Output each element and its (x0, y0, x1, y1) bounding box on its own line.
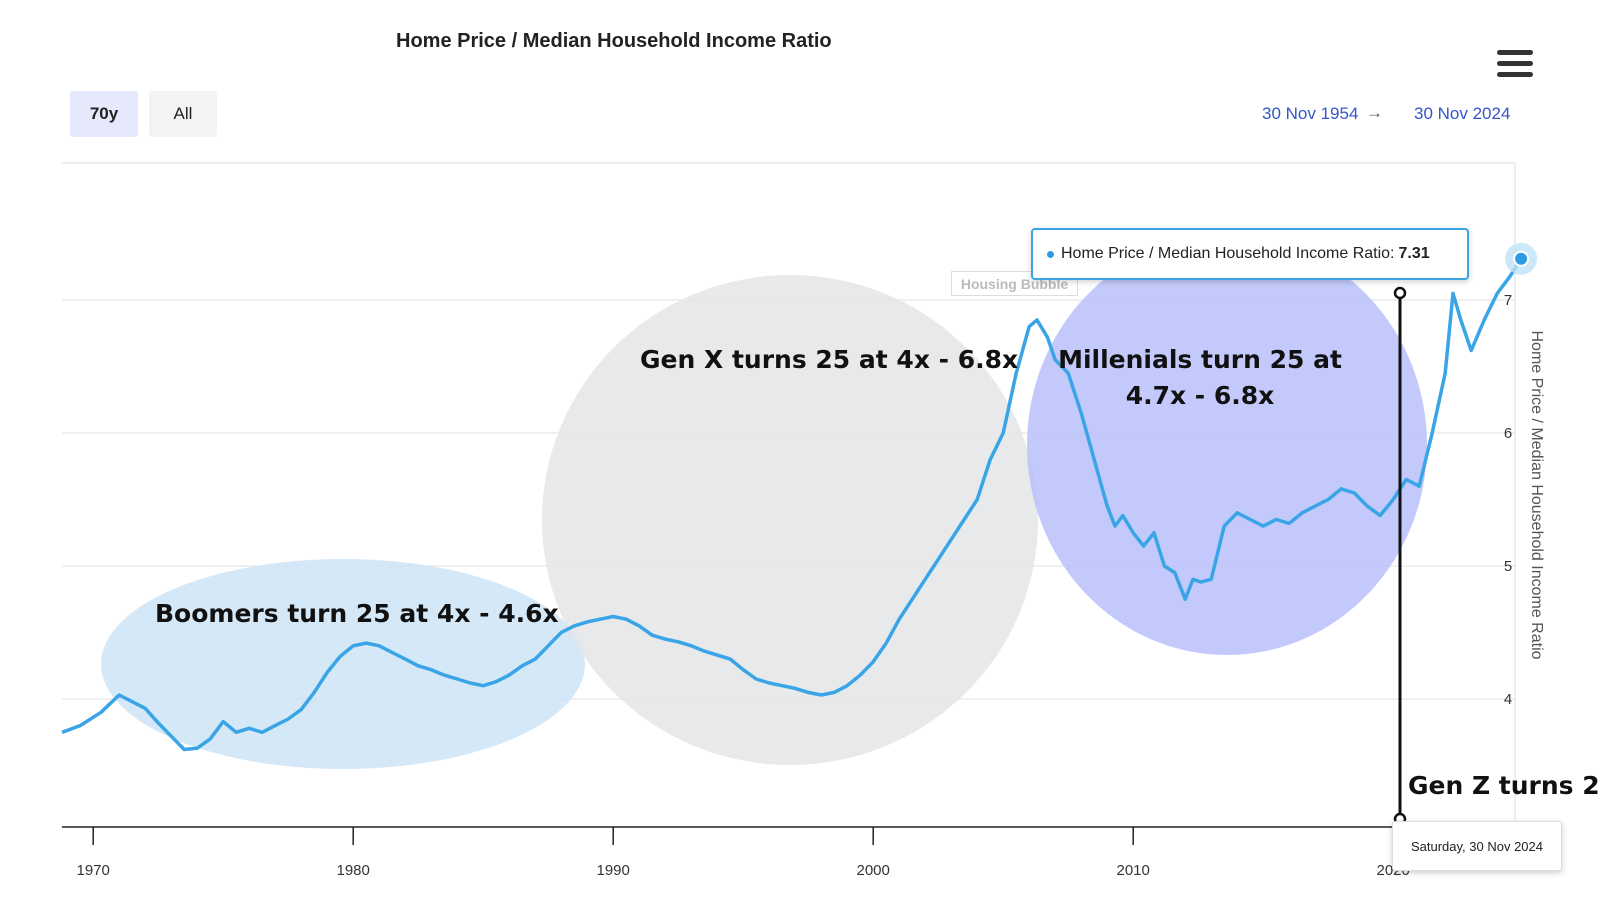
genx-annotation: Gen X turns 25 at 4x - 6.8x (640, 345, 1018, 374)
x-tick-label-1980: 1980 (337, 862, 370, 879)
date-tooltip: Saturday, 30 Nov 2024 (1392, 821, 1562, 871)
genz-marker-top (1393, 286, 1407, 300)
tooltip-series-label: Home Price / Median Household Income Rat… (1061, 245, 1395, 262)
x-axis-ticks: 197019801990200020102020 (77, 827, 1410, 879)
y-tick-label-7: 7 (1504, 292, 1512, 309)
page-title: Home Price / Median Household Income Rat… (396, 30, 832, 52)
genx-ellipse (542, 275, 1038, 765)
genz-annotation: Gen Z turns 25 (1408, 771, 1600, 800)
y-tick-label-5: 5 (1504, 558, 1512, 575)
millenials-ellipse (1027, 235, 1427, 655)
x-tick-label-1970: 1970 (77, 862, 110, 879)
boomers-annotation: Boomers turn 25 at 4x - 4.6x (155, 599, 559, 628)
value-tooltip: Home Price / Median Household Income Rat… (1031, 228, 1469, 280)
x-tick-label-2000: 2000 (857, 862, 890, 879)
range-button-all[interactable]: All (149, 91, 217, 137)
date-arrow: → (1366, 103, 1383, 122)
tooltip-value: 7.31 (1398, 245, 1430, 262)
y-axis-ticks: 4 5 6 7 (1504, 292, 1512, 708)
boomers-ellipse (101, 559, 585, 769)
hamburger-menu-icon[interactable] (1497, 50, 1533, 80)
y-tick-label-4: 4 (1504, 691, 1512, 708)
date-to[interactable]: 30 Nov 2024 (1414, 104, 1511, 123)
y-tick-label-6: 6 (1504, 425, 1512, 442)
millenials-annotation-line1: Millenials turn 25 at (1058, 345, 1342, 374)
range-button-70y[interactable]: 70y (70, 91, 138, 137)
date-from[interactable]: 30 Nov 1954 (1262, 104, 1359, 123)
x-tick-label-1990: 1990 (597, 862, 630, 879)
highlight-point[interactable] (1513, 250, 1530, 267)
x-tick-label-2010: 2010 (1117, 862, 1150, 879)
tooltip-series-dot (1047, 250, 1054, 258)
series-line[interactable] (61, 257, 1523, 752)
millenials-annotation-line2: 4.7x - 6.8x (1126, 381, 1275, 410)
y-axis-label: Home Price / Median Household Income Rat… (1528, 330, 1545, 659)
